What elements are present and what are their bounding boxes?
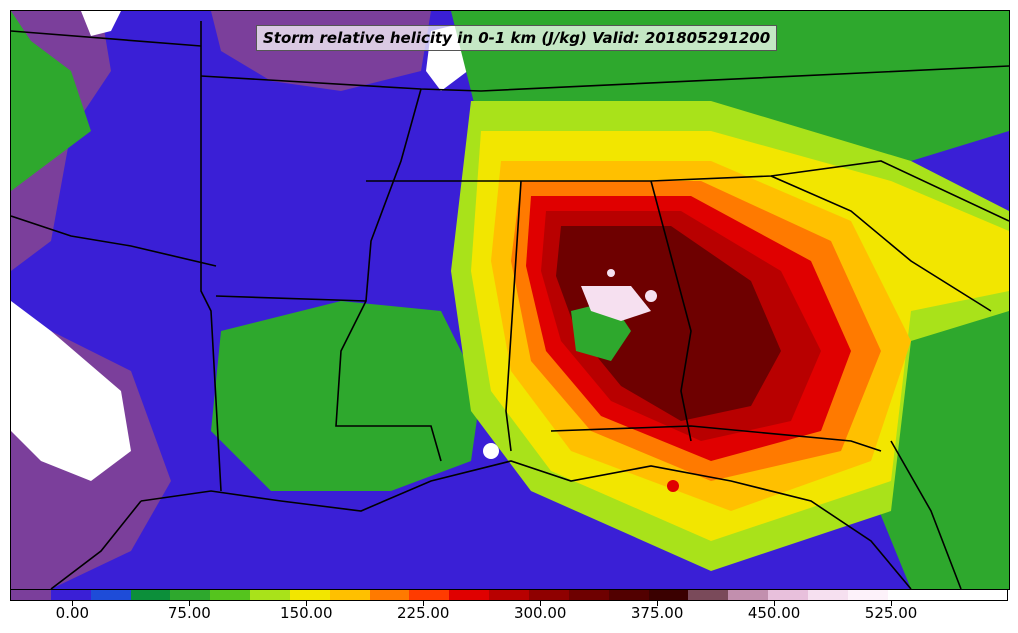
colorbar-segment bbox=[170, 590, 211, 600]
border-line bbox=[11, 30, 202, 47]
map-panel: Storm relative helicity in 0-1 km (J/kg)… bbox=[10, 10, 1010, 590]
colorbar-segment bbox=[927, 590, 968, 600]
colorbar-tick bbox=[306, 601, 308, 606]
green-region-louisiana bbox=[211, 301, 481, 491]
colorbar-segment bbox=[807, 590, 848, 600]
colorbar-tick bbox=[423, 601, 425, 606]
colorbar-tick-label: 75.00 bbox=[167, 604, 211, 622]
extreme-helicity-dot-1 bbox=[645, 290, 657, 302]
coastline bbox=[140, 460, 912, 589]
colorbar-segment bbox=[847, 590, 888, 600]
colorbar-segment bbox=[608, 590, 649, 600]
colorbar-segment bbox=[887, 590, 928, 600]
border-line bbox=[335, 88, 442, 462]
colorbar-segment bbox=[369, 590, 410, 600]
colorbar-segment bbox=[568, 590, 609, 600]
coastline bbox=[890, 440, 962, 589]
no-data-west bbox=[11, 301, 131, 481]
colorbar-tick-label: 525.00 bbox=[864, 604, 918, 622]
colorbar-tick bbox=[540, 601, 542, 606]
extreme-helicity-patch bbox=[581, 286, 651, 321]
colorbar-segment bbox=[250, 590, 290, 600]
helicity-map bbox=[11, 11, 1009, 589]
colorbar-tick-label: 0.00 bbox=[55, 604, 90, 622]
colorbar-segment bbox=[210, 590, 251, 600]
extreme-helicity-dot-2 bbox=[607, 269, 615, 277]
colorbar-segment bbox=[329, 590, 370, 600]
colorbar-tick bbox=[891, 601, 893, 606]
map-title: Storm relative helicity in 0-1 km (J/kg)… bbox=[256, 25, 778, 51]
border-line bbox=[550, 425, 882, 452]
colorbar-tick bbox=[189, 601, 191, 606]
border-line bbox=[770, 175, 992, 312]
colorbar-segment bbox=[449, 590, 490, 600]
colorbar-segment bbox=[967, 590, 1008, 600]
border-line bbox=[366, 160, 1009, 222]
border-line bbox=[650, 180, 692, 442]
colorbar-segment bbox=[648, 590, 689, 600]
colorbar-segment bbox=[50, 590, 91, 600]
border-line bbox=[200, 21, 222, 492]
gulf-spot-1 bbox=[667, 480, 679, 492]
colorbar-tick-label: 300.00 bbox=[513, 604, 567, 622]
colorbar-segment bbox=[90, 590, 131, 600]
border-line bbox=[505, 180, 522, 452]
colorbar-tick-label: 450.00 bbox=[747, 604, 801, 622]
colorbar-segment bbox=[728, 590, 769, 600]
coastline bbox=[50, 500, 142, 589]
colorbar-segment bbox=[768, 590, 808, 600]
no-data-gulf bbox=[483, 443, 499, 459]
colorbar-tick bbox=[72, 601, 74, 606]
colorbar-segment bbox=[130, 590, 171, 600]
no-data-north bbox=[81, 11, 121, 36]
border-line bbox=[11, 215, 217, 267]
colorbar-tick bbox=[657, 601, 659, 606]
colorbar-segment bbox=[11, 590, 51, 600]
colorbar-tick-label: 225.00 bbox=[396, 604, 450, 622]
boundary-lines bbox=[11, 21, 1009, 589]
colorbar-tick-label: 375.00 bbox=[630, 604, 684, 622]
green-region-northwest bbox=[11, 11, 91, 191]
colorbar-segment bbox=[489, 590, 529, 600]
colorbar-segment bbox=[528, 590, 569, 600]
colorbar-tick-label: 150.00 bbox=[280, 604, 333, 622]
colorbar bbox=[10, 589, 1008, 601]
colorbar-tick bbox=[774, 601, 776, 606]
colorbar-ticks: 0.00 75.00 150.00 225.00 300.00 375.00 450.00 5… bbox=[10, 601, 1008, 631]
border-line bbox=[200, 65, 1009, 92]
colorbar-segment bbox=[688, 590, 729, 600]
border-line bbox=[215, 295, 367, 302]
colorbar-segment bbox=[409, 590, 450, 600]
colorbar-segment bbox=[289, 590, 330, 600]
